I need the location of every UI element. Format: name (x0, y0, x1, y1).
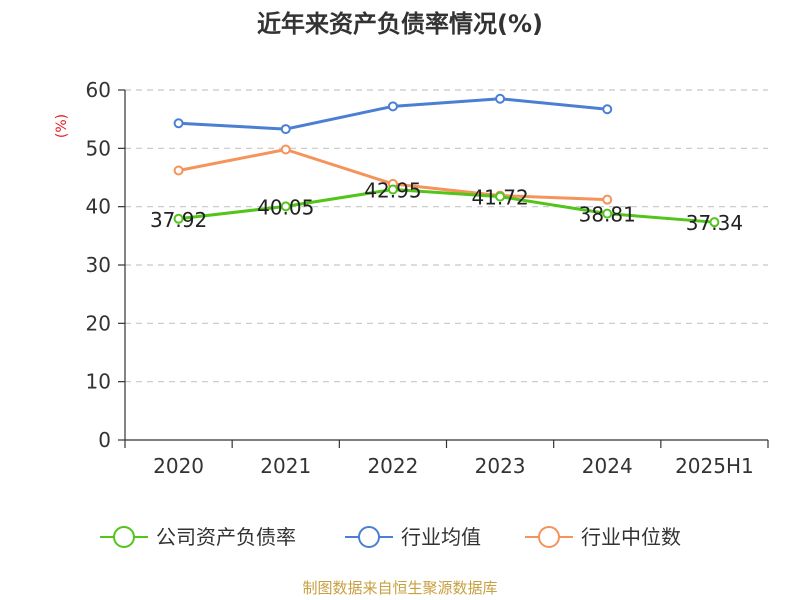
legend-item[interactable]: 公司资产负债率 (100, 525, 296, 549)
y-tick-labels: 0 10 20 30 40 50 60 (86, 78, 111, 452)
data-point (173, 165, 184, 176)
data-point (387, 101, 398, 112)
data-point (602, 194, 613, 205)
data-label: 37.34 (686, 211, 743, 235)
data-labels: 37.92 40.05 42.95 41.72 38.81 37.34 (150, 178, 743, 235)
x-tick-label: 2025H1 (675, 454, 754, 478)
source-note: 制图数据来自恒生聚源数据库 (302, 579, 497, 597)
y-tick-label: 0 (98, 428, 111, 452)
chart-title: 近年来资产负债率情况(%) (257, 10, 543, 38)
x-tick-label: 2021 (260, 454, 311, 478)
y-axis-unit: (%) (54, 114, 70, 138)
x-tick-labels: 2020 2021 2022 2023 2024 2025H1 (153, 454, 754, 478)
data-point (173, 213, 184, 224)
data-label: 41.72 (471, 186, 528, 210)
y-tick-label: 20 (86, 311, 111, 335)
grid-lines (125, 89, 768, 383)
data-point (173, 118, 184, 129)
legend-marker (113, 526, 135, 548)
x-tick-label: 2023 (475, 454, 526, 478)
data-point (280, 201, 291, 212)
legend-item[interactable]: 行业均值 (345, 525, 481, 549)
x-tick-label: 2020 (153, 454, 204, 478)
data-label: 42.95 (364, 178, 421, 202)
data-point (495, 191, 506, 202)
y-tick-label: 10 (86, 370, 111, 394)
y-tick-label: 40 (86, 195, 111, 219)
legend[interactable]: 公司资产负债率 行业均值 行业中位数 (100, 525, 681, 549)
axes (118, 89, 769, 448)
data-point (280, 124, 291, 135)
data-point (709, 217, 720, 228)
series-line (178, 187, 715, 224)
y-tick-label: 60 (86, 78, 111, 102)
legend-label: 行业均值 (401, 525, 481, 549)
data-point (495, 93, 506, 104)
data-point (280, 144, 291, 155)
data-label: 38.81 (579, 203, 636, 227)
data-point (602, 104, 613, 115)
legend-label: 行业中位数 (581, 525, 681, 549)
legend-marker (538, 526, 560, 548)
x-tick-label: 2022 (367, 454, 418, 478)
data-label: 37.92 (150, 208, 207, 232)
y-tick-label: 50 (86, 136, 111, 160)
data-point (387, 184, 398, 195)
data-label: 40.05 (257, 195, 314, 219)
legend-label: 公司资产负债率 (156, 525, 296, 549)
legend-item[interactable]: 行业中位数 (525, 525, 681, 549)
y-tick-label: 30 (86, 253, 111, 277)
x-tick-label: 2024 (582, 454, 633, 478)
series-points (173, 93, 720, 228)
legend-marker (358, 526, 380, 548)
data-point (602, 208, 613, 219)
